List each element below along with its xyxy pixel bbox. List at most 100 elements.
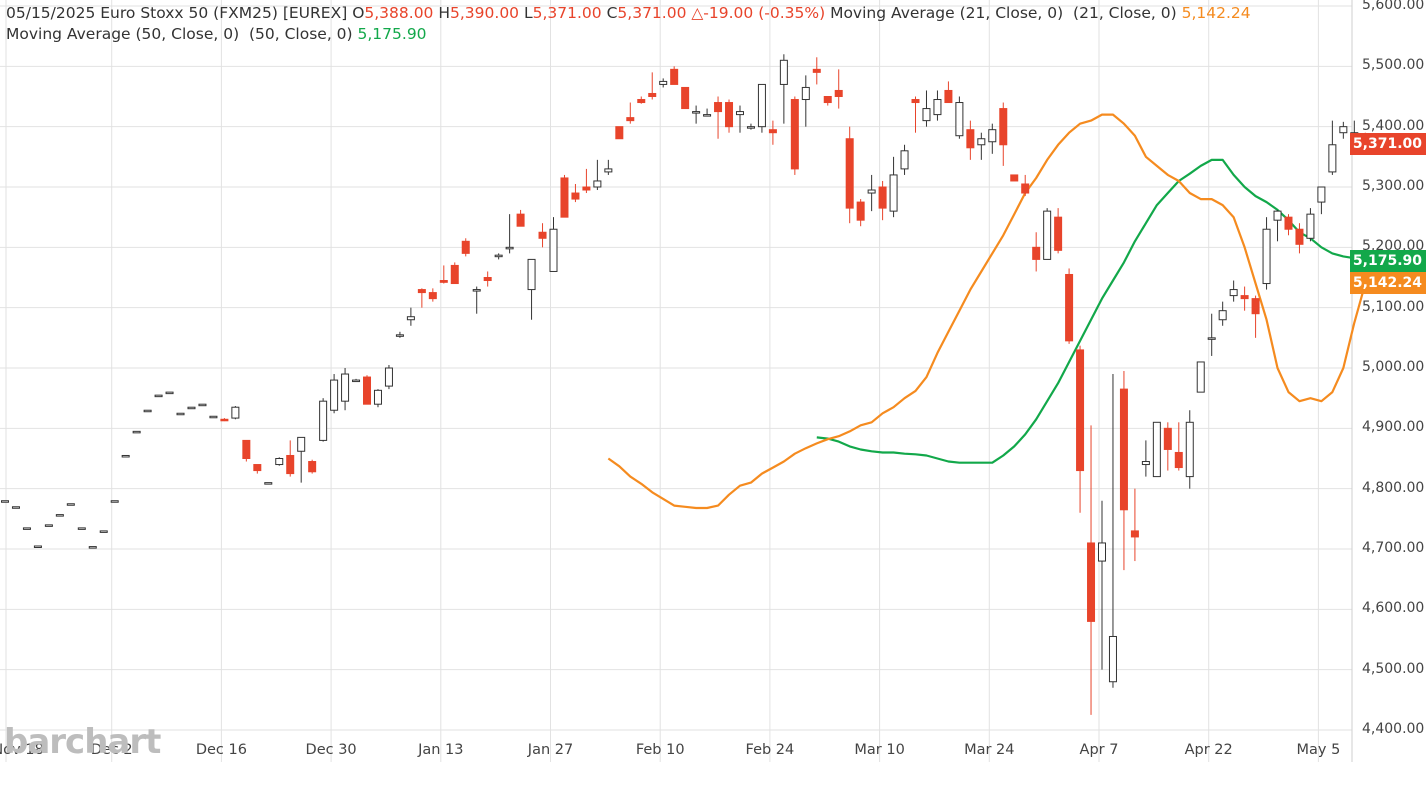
candle-body xyxy=(22,527,31,530)
candle-body xyxy=(55,514,64,517)
y-tick-label: 5,100.00 xyxy=(1362,298,1425,315)
candle-body xyxy=(1021,183,1030,194)
candle-body xyxy=(1174,451,1183,469)
candle-body xyxy=(494,254,503,258)
y-tick-label: 5,000.00 xyxy=(1362,359,1425,375)
chart-header-line1: 05/15/2025 Euro Stoxx 50 (FXM25) [EUREX]… xyxy=(6,4,1251,22)
candle-body xyxy=(801,86,810,101)
candle-body xyxy=(659,80,668,85)
candle-body xyxy=(582,186,591,191)
candle-body xyxy=(845,138,854,209)
candle-body xyxy=(154,394,163,398)
candle-body xyxy=(417,289,426,294)
candle-body xyxy=(1098,542,1106,562)
candle-body xyxy=(110,500,119,503)
candle-body xyxy=(439,280,448,283)
candle-body xyxy=(1130,530,1139,538)
y-tick-label: 5,400.00 xyxy=(1362,117,1425,134)
candle-body xyxy=(1119,388,1128,511)
candle-body xyxy=(516,213,525,227)
candle-body xyxy=(889,174,898,212)
x-tick-label: Feb 10 xyxy=(635,742,685,758)
ma21-legend-value: 5,142.24 xyxy=(1181,4,1251,22)
candle-body xyxy=(900,150,909,170)
candle-body xyxy=(823,96,832,104)
low-value: 5,371.00 xyxy=(532,4,602,22)
candle-body xyxy=(472,289,481,292)
candle-body xyxy=(88,546,97,549)
candle-body xyxy=(615,126,624,140)
y-tick-label: 4,700.00 xyxy=(1362,540,1425,556)
ma21-layer xyxy=(607,113,1367,510)
candle-body xyxy=(384,367,393,387)
candle-body xyxy=(746,126,755,129)
candle-body xyxy=(703,114,712,117)
candle-body xyxy=(1328,144,1337,173)
candle-body xyxy=(242,439,251,459)
candle-body xyxy=(1218,310,1227,321)
candle-body xyxy=(637,99,646,104)
candle-body xyxy=(1229,289,1238,297)
y-tick-label: 5,600.00 xyxy=(1362,0,1425,13)
x-tick-label: Mar 10 xyxy=(854,742,905,758)
x-tick-label: Apr 7 xyxy=(1079,742,1119,758)
candle-body xyxy=(1185,421,1194,478)
candle-body xyxy=(99,530,108,533)
x-tick-label: Dec 16 xyxy=(195,742,247,758)
candle-body xyxy=(1108,635,1117,683)
close-value: 5,371.00 xyxy=(617,4,687,22)
candle-body xyxy=(363,376,372,405)
candle-body xyxy=(681,86,690,110)
candle-body xyxy=(373,389,382,405)
candle-body xyxy=(757,83,766,128)
candle-body xyxy=(253,464,262,472)
candle-body xyxy=(944,89,953,104)
last-price-tag: 5,371.00 xyxy=(1350,133,1426,155)
candle-body xyxy=(911,99,920,104)
candle-body xyxy=(275,458,284,466)
candle-body xyxy=(132,430,141,434)
candle-body xyxy=(220,418,229,422)
candle-body xyxy=(165,391,174,395)
x-tick-label: Jan 13 xyxy=(418,742,464,758)
candle-body xyxy=(988,129,997,143)
candle-body xyxy=(319,400,328,441)
high-value: 5,390.00 xyxy=(450,4,520,22)
candle-body xyxy=(44,524,53,527)
candle-body xyxy=(549,228,558,272)
ma50-legend-value: 5,175.90 xyxy=(357,25,427,43)
candle-body xyxy=(1240,295,1249,300)
candle-body xyxy=(867,189,876,194)
candle-body xyxy=(856,201,865,221)
x-tick-label: Dec 30 xyxy=(305,742,357,758)
x-tick-label: May 5 xyxy=(1296,742,1341,758)
candle-body xyxy=(966,129,975,149)
candle-body xyxy=(779,59,788,85)
x-tick-label: Nov 18 xyxy=(0,742,44,758)
candle-body xyxy=(66,503,75,506)
candle-body xyxy=(1163,427,1172,450)
chart-title: 05/15/2025 Euro Stoxx 50 (FXM25) [EUREX] xyxy=(6,4,348,22)
ma50-line xyxy=(816,158,1366,464)
candle-body xyxy=(790,99,799,170)
candle-body xyxy=(198,403,207,407)
candle-body xyxy=(33,545,42,548)
candle-body xyxy=(955,102,964,137)
candle-body xyxy=(1207,337,1216,340)
y-tick-label: 4,800.00 xyxy=(1362,479,1425,496)
candle-body xyxy=(505,246,514,250)
candle-body xyxy=(461,240,470,254)
candle-body xyxy=(933,99,942,116)
candle-body xyxy=(725,102,734,128)
candle-body xyxy=(560,177,569,218)
candle-body xyxy=(1032,246,1041,260)
candle-body xyxy=(352,379,361,383)
candle-body xyxy=(308,461,317,473)
x-tick-label: Mar 24 xyxy=(964,742,1015,758)
candle-body xyxy=(735,111,744,116)
ma21-legend-label: Moving Average (21, Close, 0) (21, Close… xyxy=(830,4,1177,22)
candle-body xyxy=(341,373,350,402)
candle-body xyxy=(121,454,130,458)
close-label: C xyxy=(606,4,618,22)
